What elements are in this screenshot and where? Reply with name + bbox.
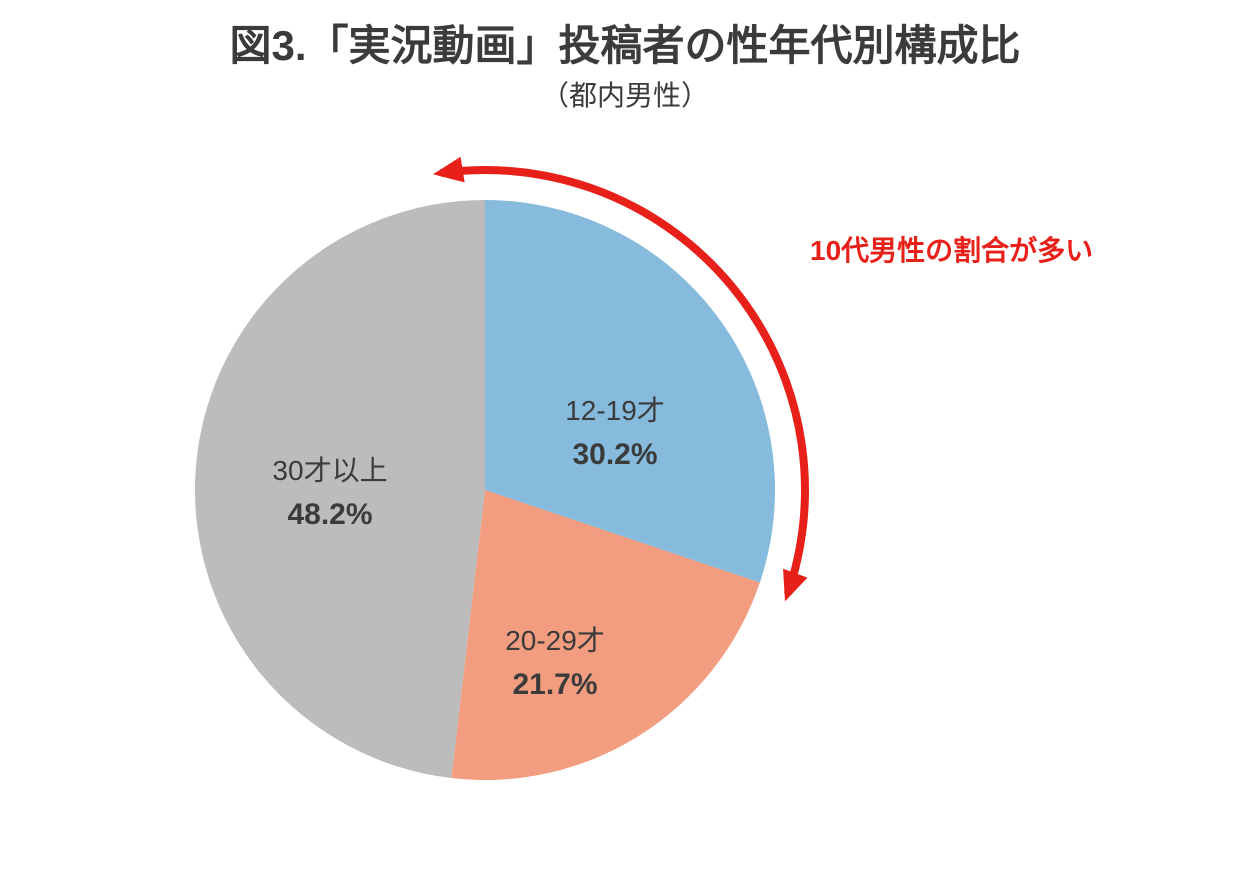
chart-svg: 図3.「実況動画」投稿者の性年代別構成比 （都内男性） 12-19才 30.2% 2… — [0, 0, 1250, 889]
chart-title-main: 図3.「実況動画」投稿者の性年代別構成比 — [229, 22, 1020, 69]
chart-stage: 図3.「実況動画」投稿者の性年代別構成比 （都内男性） 12-19才 30.2% 2… — [0, 0, 1250, 889]
slice-value: 21.7% — [512, 668, 597, 701]
callout-text: 10代男性の割合が多い — [810, 234, 1093, 266]
slice-label: 12-19才 — [565, 395, 665, 426]
callout-arrowhead — [783, 569, 807, 602]
slice-label: 20-29才 — [505, 625, 605, 656]
pie-slice — [195, 200, 485, 778]
slice-value: 30.2% — [572, 438, 657, 471]
slice-value: 48.2% — [287, 498, 372, 531]
chart-title-sub: （都内男性） — [541, 80, 709, 111]
pie-chart: 12-19才 30.2% 20-29才 21.7% 30才以上 48.2% — [195, 200, 775, 780]
callout-arrowhead — [433, 157, 465, 183]
slice-label: 30才以上 — [272, 455, 387, 486]
